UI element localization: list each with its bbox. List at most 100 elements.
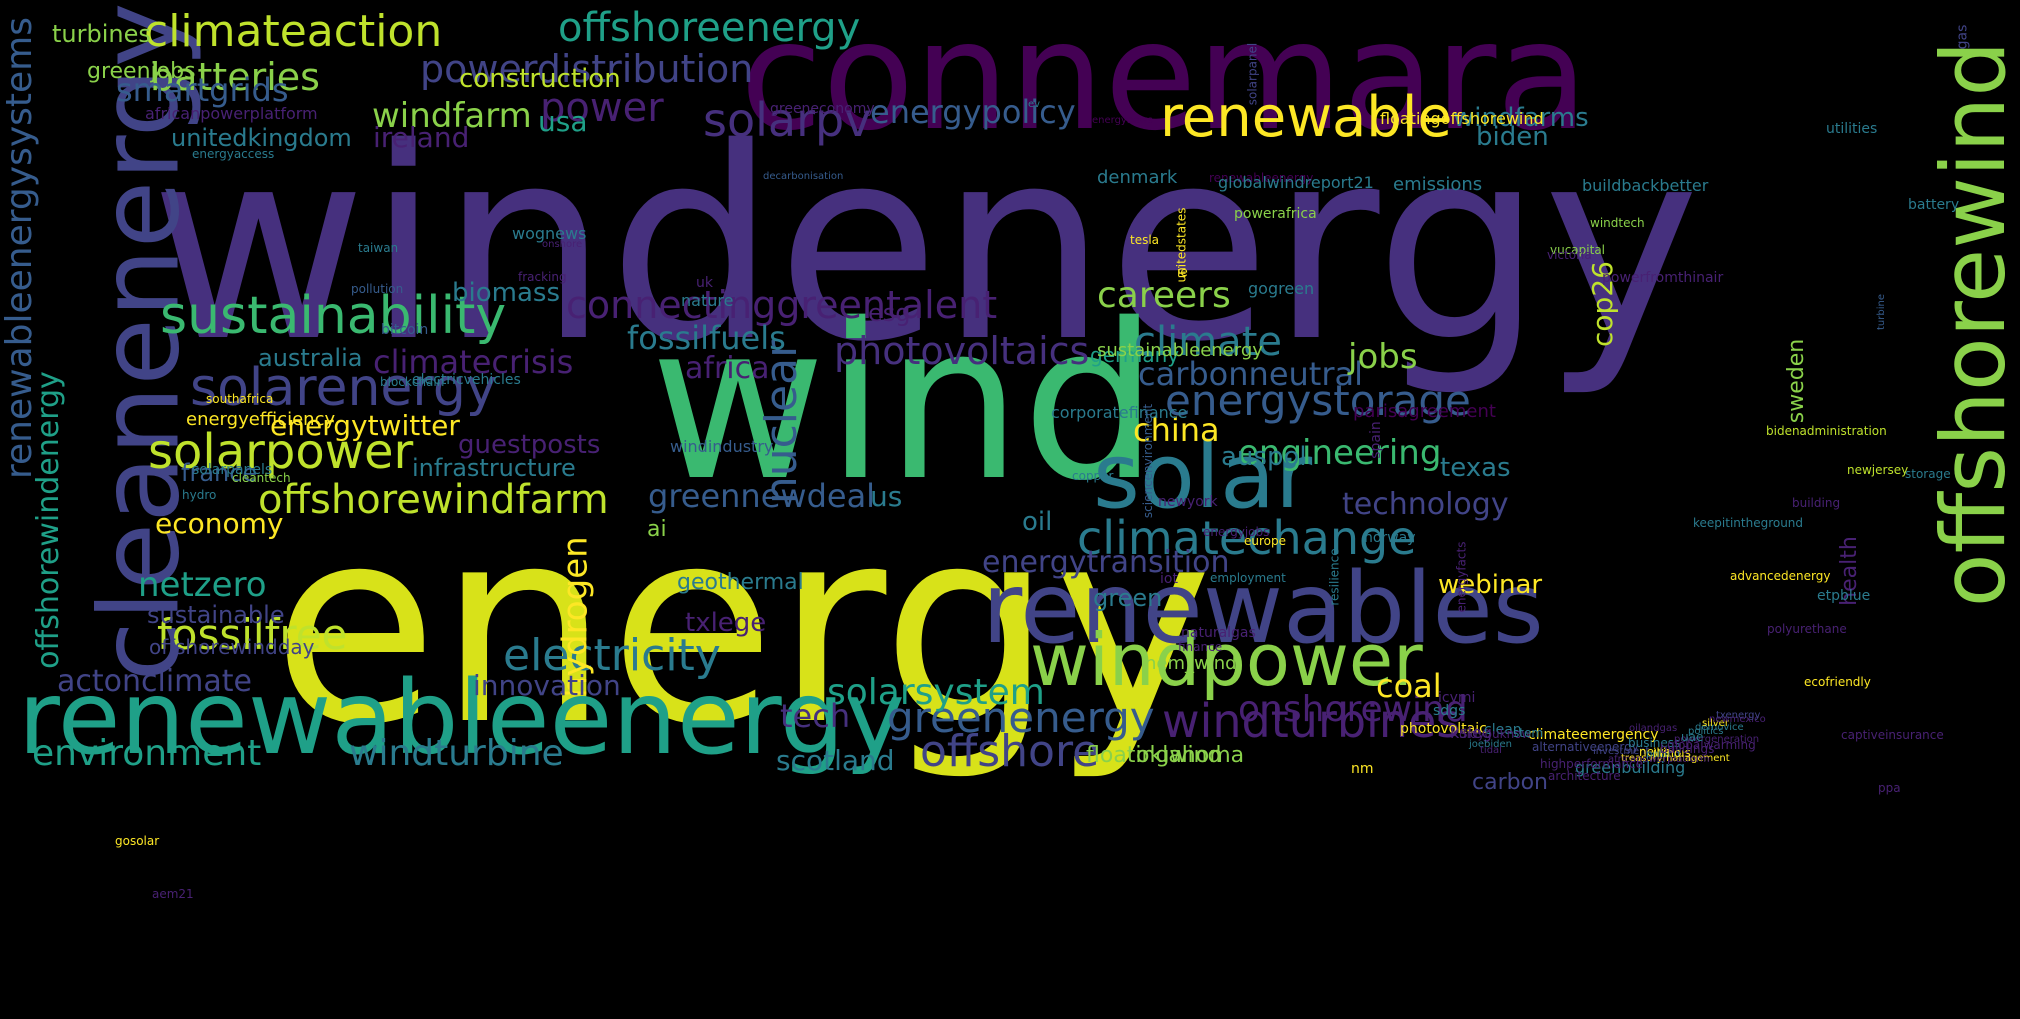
word-highperformance: highperformance bbox=[1540, 757, 1644, 771]
word-solarsystem: solarsystem bbox=[827, 672, 1045, 713]
word-oil: oil bbox=[1022, 507, 1053, 537]
word-wind: wind bbox=[650, 277, 1159, 528]
word-newjersey: newjersey bbox=[1847, 463, 1909, 477]
word-naturalgas: naturalgas bbox=[1181, 625, 1256, 641]
word-windtech: windtech bbox=[1590, 216, 1645, 230]
word-climatechange: climatechange bbox=[1077, 511, 1417, 565]
word-climateaction: climateaction bbox=[144, 6, 443, 57]
word-sdgs: sdgs bbox=[1433, 703, 1466, 719]
word-onshorewind: onshorewind bbox=[1238, 689, 1468, 730]
word-sciencenvironment: sciencenvironment bbox=[1141, 403, 1156, 519]
word-newmexico: newmexico bbox=[1709, 714, 1766, 725]
word-utilities: utilities bbox=[1826, 121, 1878, 137]
word-climateemergency: climateemergency bbox=[1528, 727, 1659, 743]
word-stem: stem bbox=[1513, 726, 1544, 740]
word-hydro: hydro bbox=[182, 488, 217, 502]
word-energy: energy bbox=[272, 469, 1213, 784]
word-demovice: demovice bbox=[1695, 722, 1744, 733]
word-tidal: tidal bbox=[1480, 745, 1502, 756]
word-construction: construction bbox=[459, 64, 621, 94]
word-nm: nm bbox=[1351, 761, 1374, 777]
word-offshore: offshore bbox=[920, 726, 1100, 777]
word-floatingoffshorewind: floatingoffshorewind bbox=[1380, 109, 1544, 128]
word-renewables: renewables bbox=[982, 552, 1544, 666]
word-offshorewindfarm: offshorewindfarm bbox=[258, 477, 609, 523]
word-fracking: fracking bbox=[518, 270, 567, 284]
word-bidenadministration: bidenadministration bbox=[1766, 424, 1887, 438]
word-photovoltaic: photovoltaic bbox=[1400, 721, 1487, 737]
word-silver: silver bbox=[1702, 718, 1729, 729]
word-windenergy: windenergy bbox=[150, 92, 1700, 400]
word-globalwarming: globalwarming bbox=[1667, 738, 1756, 752]
word-energytransition: energytransition bbox=[982, 545, 1230, 580]
word-politics: politics bbox=[1688, 726, 1724, 737]
word-energynews: energynews bbox=[1092, 115, 1153, 126]
word-windturbine: windturbine bbox=[349, 733, 564, 774]
word-turbines: turbines bbox=[52, 20, 151, 48]
word-actonclimate: actonclimate bbox=[57, 664, 252, 699]
word-china: china bbox=[1133, 411, 1220, 449]
word-oklahoma: oklahoma bbox=[1136, 743, 1245, 768]
word-aem21: aem21 bbox=[152, 887, 194, 901]
word-australia: australia bbox=[258, 344, 363, 372]
word-norway: norway bbox=[1364, 530, 1416, 546]
word-txlege: txlege bbox=[685, 608, 767, 638]
word-sustainable: sustainable bbox=[147, 601, 285, 629]
word-energyefficiency: energyefficiency bbox=[186, 409, 336, 430]
word-bitcoin: bitcoin bbox=[381, 322, 429, 338]
word-victoria: victoria bbox=[1547, 248, 1592, 262]
word-webinar: webinar bbox=[1438, 570, 1543, 600]
word-scotland: scotland bbox=[776, 744, 895, 777]
word-advancedenergy: advancedenergy bbox=[1730, 569, 1831, 583]
word-windfarms: windfarms bbox=[1453, 103, 1589, 133]
word-offshorewindenergy: offshorewindenergy bbox=[30, 371, 66, 669]
word-connectinggreentalent: connectinggreentalent bbox=[566, 283, 998, 327]
word-nem-wind: nem_wind bbox=[1145, 653, 1237, 674]
word-africa: africa bbox=[685, 351, 770, 386]
word-electricity: electricity bbox=[503, 630, 721, 681]
word-energyaccess: energyaccess bbox=[192, 147, 275, 161]
word-ie: ie bbox=[1177, 265, 1188, 279]
word-tesla: tesla bbox=[1130, 233, 1160, 247]
word-uk: uk bbox=[696, 275, 713, 291]
word-environment: environment bbox=[32, 733, 262, 774]
word-powerdistribution: powerdistribution bbox=[420, 47, 754, 91]
word-greennewdeal: greennewdeal bbox=[648, 477, 876, 515]
word-sweden: sweden bbox=[1784, 338, 1810, 424]
word-biden: biden bbox=[1476, 122, 1549, 152]
word-parisagreement: parisagreement bbox=[1353, 401, 1496, 422]
word-climate: climate bbox=[1134, 319, 1282, 365]
word-txenergy: txenergy bbox=[1716, 710, 1761, 721]
word-captiveinsurance: captiveinsurance bbox=[1841, 728, 1944, 742]
word-auspol: auspol bbox=[1221, 442, 1307, 472]
word-employment: employment bbox=[1210, 571, 1286, 585]
word-batteries: batteries bbox=[150, 55, 320, 99]
word-treasurymanagement: treasurymanagement bbox=[1621, 753, 1730, 764]
word-solarpanels: solarpanels bbox=[192, 462, 273, 478]
word-economy: economy bbox=[155, 507, 284, 540]
word-solarenergy: solarenergy bbox=[190, 358, 497, 418]
word-ppa: ppa bbox=[1878, 781, 1901, 795]
word-newyork: newyork bbox=[1158, 494, 1218, 510]
word-architecture: architecture bbox=[1548, 769, 1621, 783]
word-solarpv: solarpv bbox=[703, 93, 872, 147]
word-ecofriendly: ecofriendly bbox=[1804, 675, 1871, 689]
word-offshoreenergy: offshoreenergy bbox=[558, 5, 861, 51]
word-africapowerplatform: africapowerplatform bbox=[1608, 754, 1710, 765]
word-oilandgas: oilandgas bbox=[1629, 723, 1678, 734]
word-renewable: renewable bbox=[1160, 85, 1452, 150]
word-esg: esg bbox=[868, 299, 911, 327]
word-energytwitter: energytwitter bbox=[270, 409, 460, 442]
word-biomass: biomass bbox=[452, 278, 560, 308]
word-jobs: jobs bbox=[1348, 337, 1418, 377]
word-power: power bbox=[540, 85, 664, 131]
word-icymi: icymi bbox=[1438, 690, 1476, 706]
word-investment: investment bbox=[1593, 746, 1650, 757]
word-powergeneration: powergeneration bbox=[1674, 734, 1760, 745]
word-denmark: denmark bbox=[1097, 167, 1178, 188]
word-keepitintheground: keepitintheground bbox=[1693, 516, 1804, 530]
word-emissions: emissions bbox=[1393, 174, 1483, 195]
word-greenjobs: greenjobs bbox=[87, 59, 196, 84]
word-business: business bbox=[1628, 736, 1681, 750]
word-photovoltaics: photovoltaics bbox=[834, 329, 1090, 373]
